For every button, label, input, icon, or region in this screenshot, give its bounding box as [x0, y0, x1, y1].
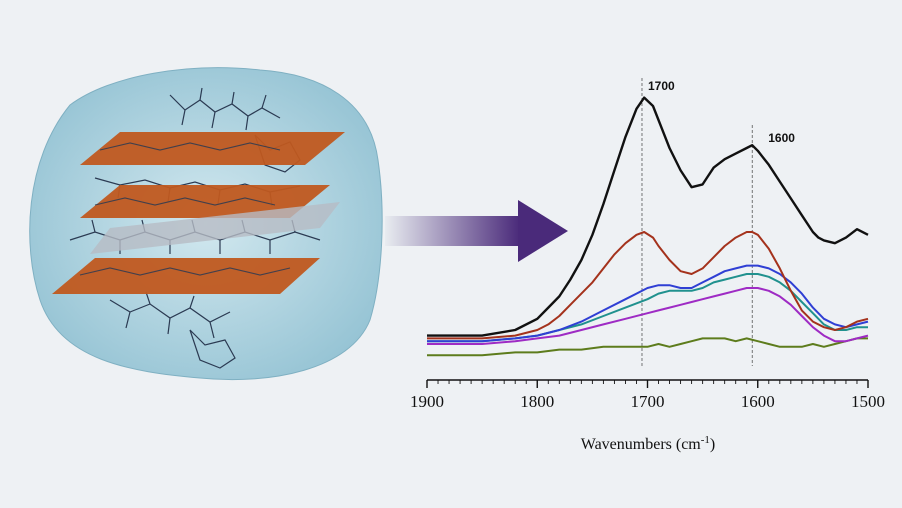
x-tick-label: 1600	[741, 392, 775, 411]
molecule-overlay	[79, 142, 291, 276]
x-tick-label: 1800	[520, 392, 554, 411]
layered-structure-illustration	[29, 67, 383, 381]
x-axis-ticks: 1900 1800 1700 1600 1500	[410, 380, 885, 411]
x-tick-label: 1500	[851, 392, 885, 411]
peak-label: 1700	[648, 79, 675, 93]
ftir-spectrum-chart: 1700 1600 1900 1800 1700 1600 1500 Wavenumber…	[410, 78, 885, 453]
spectrum-line	[427, 273, 868, 343]
layer-sheet-grey	[90, 202, 340, 254]
layer-sheet-3	[52, 258, 320, 294]
spectrum-series-group	[427, 96, 869, 357]
peak-label: 1600	[768, 131, 795, 145]
x-tick-label: 1700	[631, 392, 665, 411]
reference-lines: 1700 1600	[641, 78, 795, 366]
spectrum-line	[427, 96, 869, 337]
spectrum-line	[427, 231, 869, 340]
transition-arrow	[385, 200, 568, 262]
layer-sheet-2	[80, 185, 330, 218]
spectrum-line	[427, 337, 868, 357]
x-tick-label: 1900	[410, 392, 444, 411]
x-axis-title: Wavenumbers (cm-1)	[581, 434, 716, 453]
spectrum-line	[427, 287, 869, 345]
spectrum-line	[427, 264, 869, 343]
